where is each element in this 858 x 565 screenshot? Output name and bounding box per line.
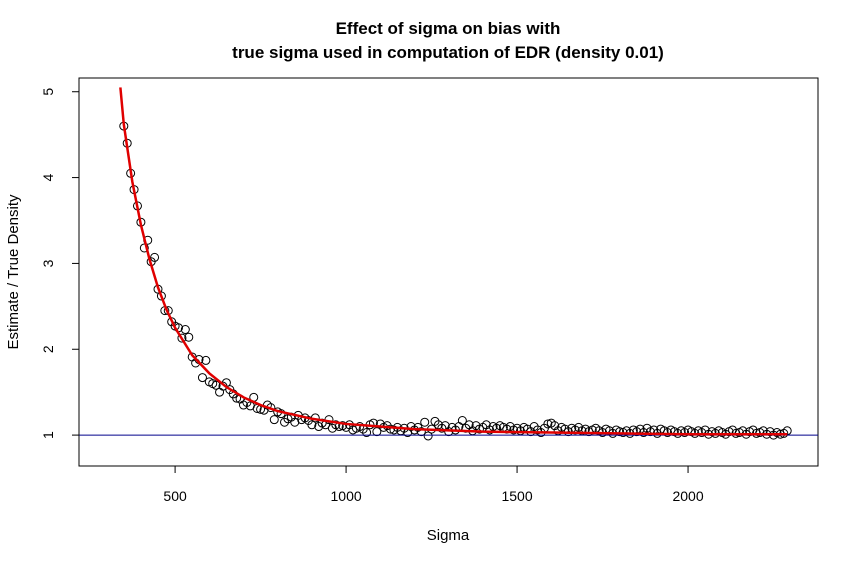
x-tick-label: 1500 (501, 488, 532, 504)
data-point (543, 419, 553, 429)
x-tick-label: 2000 (672, 488, 703, 504)
data-point (215, 387, 225, 397)
fit-curve (119, 87, 788, 436)
y-axis-label: Estimate / True Density (5, 194, 22, 350)
data-point (386, 424, 396, 434)
data-point (615, 427, 625, 437)
data-point (406, 422, 416, 432)
data-point (505, 422, 515, 432)
data-point (765, 427, 775, 437)
data-point (430, 416, 440, 426)
data-point (184, 332, 194, 342)
y-tick-label: 2 (40, 345, 56, 353)
y-tick-label: 4 (40, 173, 56, 181)
data-point (197, 373, 207, 383)
data-point (416, 427, 426, 437)
chart-title: true sigma used in computation of EDR (d… (232, 43, 664, 62)
data-point (180, 325, 190, 335)
x-tick-label: 500 (163, 488, 187, 504)
x-tick-label: 1000 (331, 488, 362, 504)
data-point (375, 419, 385, 429)
data-point (150, 252, 160, 262)
data-point (362, 428, 372, 438)
data-point (314, 422, 324, 432)
data-point (327, 423, 337, 433)
y-tick-label: 5 (40, 88, 56, 96)
data-point (139, 243, 149, 253)
data-point (529, 422, 539, 432)
x-axis-label: Sigma (427, 527, 470, 544)
chart-title: Effect of sigma on bias with (336, 19, 561, 38)
plot-area (79, 87, 818, 441)
data-point (280, 417, 290, 427)
y-tick-label: 1 (40, 431, 56, 439)
y-tick-label: 3 (40, 259, 56, 267)
data-point (471, 421, 481, 431)
data-point (457, 416, 467, 426)
data-point (177, 333, 187, 343)
data-point (485, 425, 495, 435)
data-point (269, 415, 279, 425)
data-point (372, 427, 382, 437)
data-point (574, 422, 584, 432)
plot-box (78, 77, 819, 467)
data-point (201, 355, 211, 365)
data-point (420, 417, 430, 427)
data-point (642, 423, 652, 433)
data-point (156, 291, 166, 301)
